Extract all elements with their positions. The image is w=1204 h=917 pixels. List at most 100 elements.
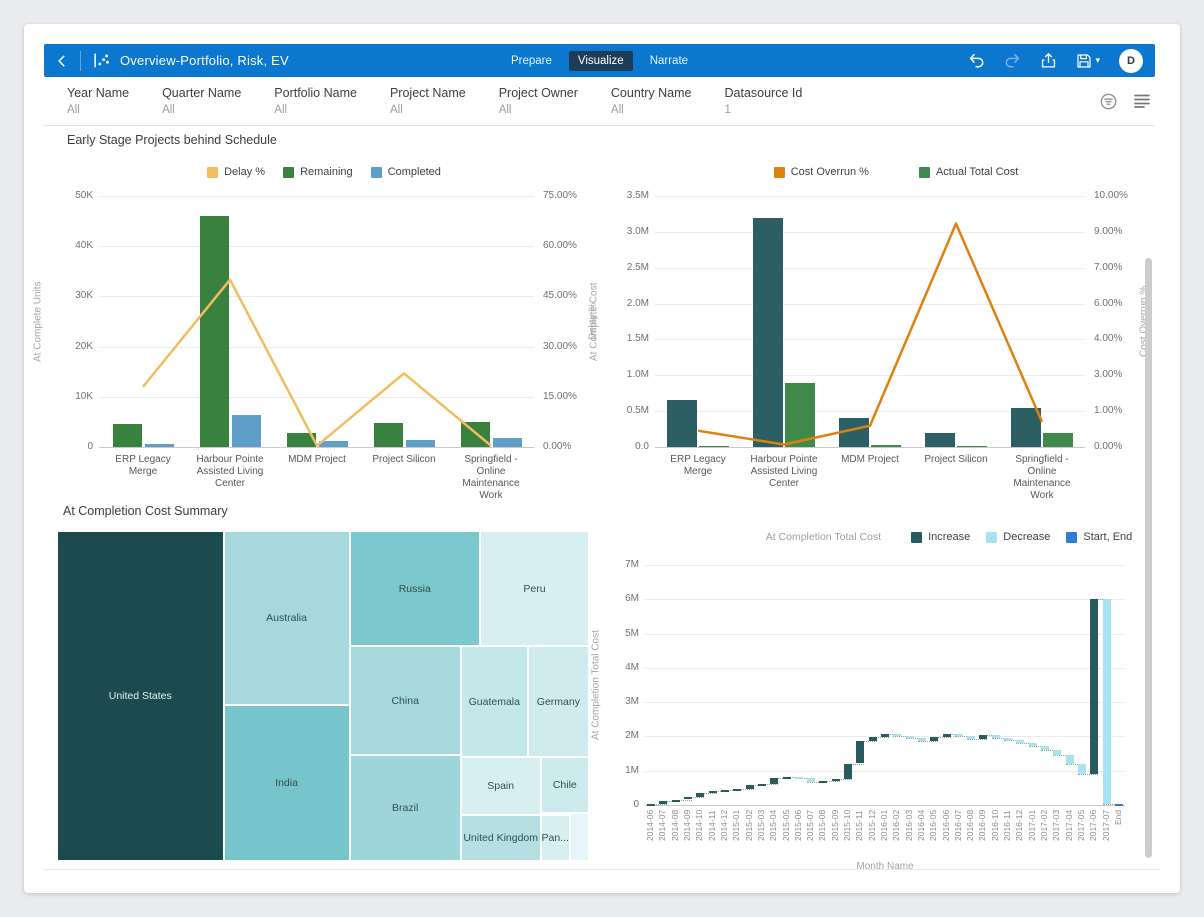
treemap-tile-china[interactable]: China <box>350 646 461 755</box>
bar-decrease-2015-07[interactable] <box>807 778 815 782</box>
filter-year-name[interactable]: Year NameAll <box>67 86 129 116</box>
bar-increase-2016-01[interactable] <box>881 734 889 737</box>
y-axis-tick: 3M <box>605 696 639 707</box>
legend-item-start-end[interactable]: Start, End <box>1066 531 1132 543</box>
bar-decrease-2017-07[interactable] <box>1103 599 1111 804</box>
bar-increase-2015-08[interactable] <box>819 781 827 783</box>
treemap-tile-australia[interactable]: Australia <box>224 531 350 705</box>
bar-increase-2014-08[interactable] <box>672 800 680 802</box>
legend-item-actual-total-cost[interactable]: Actual Total Cost <box>919 166 1018 178</box>
filter-project-name[interactable]: Project NameAll <box>390 86 466 116</box>
bar-increase-2015-09[interactable] <box>832 779 840 781</box>
user-avatar[interactable]: D <box>1119 49 1143 73</box>
bar-end-end[interactable] <box>1115 804 1123 806</box>
bar-decrease-2016-11[interactable] <box>1004 738 1012 740</box>
tab-visualize[interactable]: Visualize <box>569 51 633 71</box>
filter-value: All <box>499 104 578 116</box>
bar-decrease-2017-01[interactable] <box>1029 743 1037 746</box>
filter-country-name[interactable]: Country NameAll <box>611 86 692 116</box>
filter-bar-icons <box>1099 92 1155 111</box>
bar-decrease-2016-10[interactable] <box>992 735 1000 738</box>
save-dropdown-caret[interactable]: ▾ <box>1095 55 1100 66</box>
treemap-tile-india[interactable]: India <box>224 705 350 861</box>
treemap-tile-pan[interactable]: Pan... <box>541 815 570 861</box>
bar-increase-2014-09[interactable] <box>684 797 692 800</box>
bar-decrease-2016-12[interactable] <box>1016 740 1024 743</box>
y-axis-tick-left: 50K <box>47 190 93 201</box>
filter-quarter-name[interactable]: Quarter NameAll <box>162 86 241 116</box>
treemap-tile-brazil[interactable]: Brazil <box>350 755 461 861</box>
treemap-tile-chile[interactable]: Chile <box>541 757 589 813</box>
bar-increase-2015-03[interactable] <box>758 784 766 786</box>
legend-item-increase[interactable]: Increase <box>911 531 970 543</box>
back-button[interactable] <box>44 44 80 77</box>
bar-decrease-2016-07[interactable] <box>955 734 963 736</box>
filter-datasource-id[interactable]: Datasource Id1 <box>725 86 803 116</box>
share-button[interactable] <box>1040 52 1057 69</box>
tab-narrate[interactable]: Narrate <box>641 51 697 71</box>
bar-increase-2015-02[interactable] <box>746 785 754 789</box>
bar-decrease-2017-04[interactable] <box>1066 755 1074 764</box>
treemap-tile-united-states[interactable]: United States <box>57 531 224 861</box>
bar-decrease-2017-05[interactable] <box>1078 764 1086 774</box>
bar-increase-2015-01[interactable] <box>733 789 741 791</box>
treemap-tile-russia[interactable]: Russia <box>350 531 480 646</box>
treemap-tile-label: United Kingdom <box>463 832 538 844</box>
legend-item-remaining[interactable]: Remaining <box>283 166 353 178</box>
treemap-tile-peru[interactable]: Peru <box>480 531 589 646</box>
bar-decrease-2016-04[interactable] <box>918 738 926 741</box>
bar-increase-2015-10[interactable] <box>844 764 852 779</box>
bar-increase-2015-12[interactable] <box>869 737 877 741</box>
legend-series-title: At Completion Total Cost <box>766 531 881 543</box>
bar-increase-2016-06[interactable] <box>943 734 951 737</box>
tab-prepare[interactable]: Prepare <box>502 51 561 71</box>
line-delay[interactable] <box>99 196 534 447</box>
x-tick-2014-08: 2014-08 <box>670 810 680 856</box>
filter-portfolio-name[interactable]: Portfolio NameAll <box>274 86 357 116</box>
bar-increase-2016-09[interactable] <box>979 735 987 738</box>
bar-increase-2016-05[interactable] <box>930 737 938 741</box>
treemap-tile-united-kingdom[interactable]: United Kingdom <box>461 815 541 861</box>
legend-item-delay[interactable]: Delay % <box>207 166 265 178</box>
y-axis-tick-left: 2.0M <box>603 298 649 309</box>
treemap-tile-spain[interactable]: Spain <box>461 757 541 815</box>
limit-values-icon[interactable] <box>1099 92 1118 111</box>
bar-decrease-2016-08[interactable] <box>967 736 975 739</box>
x-tick-2015-04: 2015-04 <box>768 810 778 856</box>
treemap-tile-germany[interactable]: Germany <box>528 646 589 757</box>
bar-decrease-2017-03[interactable] <box>1053 750 1061 755</box>
treemap-tile-blank[interactable] <box>570 813 589 861</box>
bar-increase-2014-12[interactable] <box>721 790 729 792</box>
filter-project-owner[interactable]: Project OwnerAll <box>499 86 578 116</box>
section-title-top: Early Stage Projects behind Schedule <box>67 133 277 147</box>
treemap-tile-label: Chile <box>553 779 577 791</box>
bar-increase-2014-11[interactable] <box>709 791 717 793</box>
filter-label: Year Name <box>67 86 129 100</box>
bar-decrease-2015-06[interactable] <box>795 777 803 779</box>
bar-decrease-2017-02[interactable] <box>1041 746 1049 750</box>
workbook-title: Overview-Portfolio, Risk, EV <box>120 53 289 68</box>
bar-increase-2017-06[interactable] <box>1090 599 1098 774</box>
bar-increase-2014-07[interactable] <box>659 801 667 804</box>
line-cost-overrun[interactable] <box>655 196 1085 447</box>
workbook-icon <box>93 52 110 69</box>
bar-increase-2015-05[interactable] <box>783 777 791 779</box>
bar-increase-2015-04[interactable] <box>770 778 778 784</box>
redo-button[interactable] <box>1004 53 1021 68</box>
canvas-menu-icon[interactable] <box>1133 93 1151 109</box>
save-button[interactable]: ▾ <box>1076 53 1100 69</box>
legend-item-decrease[interactable]: Decrease <box>986 531 1050 543</box>
legend-item-completed[interactable]: Completed <box>371 166 441 178</box>
x-tick-end: End <box>1113 810 1123 856</box>
bar-decrease-2016-03[interactable] <box>906 736 914 738</box>
bar-increase-2015-11[interactable] <box>856 741 864 763</box>
legend-item-cost-overrun[interactable]: Cost Overrun % <box>774 166 869 178</box>
canvas-scrollbar[interactable] <box>1145 258 1152 858</box>
y-axis-tick-right: 30.00% <box>543 341 577 352</box>
bar-increase-2014-10[interactable] <box>696 793 704 797</box>
bar-decrease-2016-02[interactable] <box>893 734 901 737</box>
bar-increase-2014-06[interactable] <box>647 804 655 806</box>
treemap-tile-guatemala[interactable]: Guatemala <box>461 646 528 757</box>
y-axis-tick-right: 10.00% <box>1094 190 1128 201</box>
undo-button[interactable] <box>968 53 985 68</box>
